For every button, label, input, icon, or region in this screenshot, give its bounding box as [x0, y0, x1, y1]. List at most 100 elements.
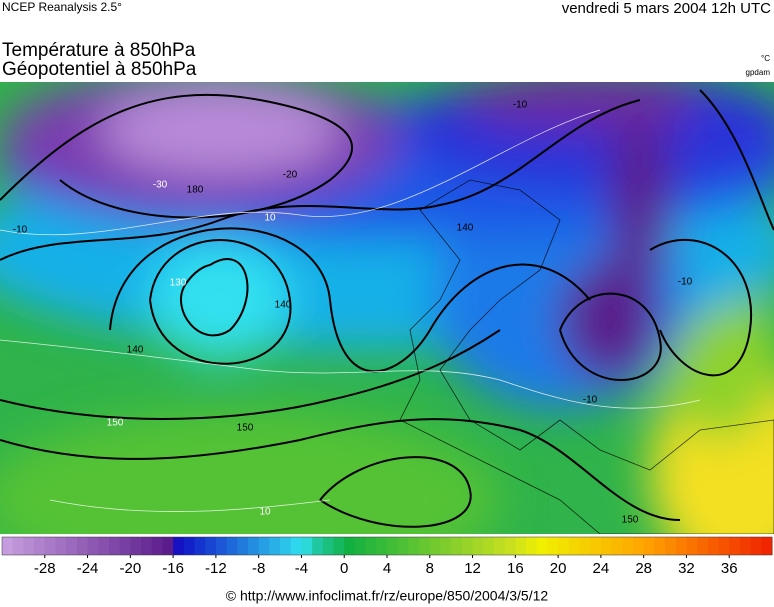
colorbar-tick-label: 20 [550, 560, 567, 577]
colorbar-swatch [312, 537, 324, 555]
colorbar-tick-label: -12 [205, 560, 227, 577]
colorbar-swatch [472, 537, 484, 555]
colorbar-swatch [66, 537, 78, 555]
colorbar-swatch [611, 537, 623, 555]
colorbar-tick-label: 4 [383, 560, 391, 577]
colorbar-swatch [558, 537, 570, 555]
contour-label: 130 [170, 278, 187, 289]
colorbar-swatch [729, 537, 741, 555]
colorbar-swatch [76, 537, 89, 555]
colorbar-swatch [205, 537, 217, 555]
colorbar-swatch [151, 537, 163, 555]
colorbar-swatch [269, 537, 281, 555]
colorbar-swatch [130, 537, 142, 555]
colorbar-swatch [2, 537, 14, 555]
colorbar-swatch [376, 537, 388, 555]
source: NCEP Reanalysis 2.5° [2, 0, 122, 14]
colorbar-swatch [183, 537, 195, 555]
colorbar-swatch [493, 537, 506, 555]
colorbar-swatch [451, 537, 463, 555]
colorbar-swatch [226, 537, 238, 555]
colorbar-swatch [515, 537, 527, 555]
colorbar-swatch [301, 537, 313, 555]
colorbar-swatch [429, 537, 441, 555]
colorbar-swatch [397, 537, 409, 555]
colorbar-swatch [162, 537, 174, 555]
colorbar-swatch [237, 537, 249, 555]
colorbar-tick-label: -4 [295, 560, 308, 577]
colorbar-swatch [665, 537, 677, 555]
colorbar-tick-label: -20 [119, 560, 141, 577]
contour-label: -10 [13, 225, 28, 236]
colorbar-swatch [590, 537, 602, 555]
colorbar-swatch [141, 537, 153, 555]
date: vendredi 5 mars 2004 12h UTC [562, 0, 771, 17]
colorbar-swatch [579, 537, 591, 555]
colorbar-tick-label: -28 [34, 560, 56, 577]
colorbar-tick-label: -24 [77, 560, 99, 577]
colorbar-swatch [108, 537, 121, 555]
colorbar-swatch [632, 537, 645, 555]
colorbar-swatch [322, 537, 335, 555]
colorbar-swatch [600, 537, 613, 555]
colorbar-swatch [247, 537, 260, 555]
contour-label: -20 [283, 170, 298, 181]
colorbar: -28 -24 -20 -16 -12 -8 -4 0 4 8 12 16 20 24 28 32 36 [1, 536, 773, 577]
colorbar-tick-label: 28 [635, 560, 652, 577]
colorbar-swatch [504, 537, 516, 555]
colorbar-tick-label: 24 [593, 560, 610, 577]
colorbar-swatch [87, 537, 99, 555]
colorbar-swatch [98, 537, 110, 555]
colorbar-swatch [258, 537, 270, 555]
colorbar-swatch [526, 537, 538, 555]
contour-label: 10 [264, 213, 276, 224]
colorbar-swatch [419, 537, 431, 555]
colorbar-swatch [365, 537, 377, 555]
colorbar-swatch [119, 537, 131, 555]
colorbar-tick-label: -8 [252, 560, 265, 577]
contour-label: 140 [457, 223, 474, 234]
colorbar-swatch [761, 537, 773, 555]
title-geopotential: Géopotentiel à 850hPa [2, 59, 197, 80]
contour-label: -30 [153, 180, 168, 191]
colorbar-swatch [34, 537, 46, 555]
footer-credit: © http://www.infoclimat.fr/rz/europe/850… [226, 588, 549, 604]
colorbar-swatch [44, 537, 56, 555]
colorbar-swatch [622, 537, 634, 555]
colorbar-swatch [387, 537, 399, 555]
colorbar-swatch [12, 537, 24, 555]
colorbar-swatch [536, 537, 548, 555]
unit-temperature: °C [761, 54, 770, 63]
colorbar-tick-label: -16 [162, 560, 184, 577]
colorbar-swatch [568, 537, 580, 555]
colorbar-swatch [697, 537, 709, 555]
colorbar-tick-label: 36 [721, 560, 738, 577]
title-temperature: Température à 850hPa [2, 40, 196, 61]
contour-label: 140 [127, 345, 144, 356]
colorbar-swatch [280, 537, 292, 555]
colorbar-swatch [739, 537, 752, 555]
contour-label: 150 [107, 418, 124, 429]
contour-label: -10 [678, 277, 693, 288]
contour-label: 180 [187, 185, 204, 196]
contour-label: -10 [583, 395, 598, 406]
map [0, 82, 774, 534]
colorbar-tick-label: 8 [426, 560, 434, 577]
colorbar-swatch [344, 537, 356, 555]
contour-label: 140 [275, 300, 292, 311]
colorbar-swatch [483, 537, 495, 555]
contour-labels: 180 -30 -20 -10 10 140 140 130 -10 -10 150 150 150 10… [13, 100, 693, 526]
colorbar-swatch [440, 537, 452, 555]
colorbar-swatch [333, 537, 345, 555]
contour-label: 150 [237, 423, 254, 434]
colorbar-tick-label: 32 [678, 560, 695, 577]
colorbar-tick-label: 12 [464, 560, 481, 577]
unit-geopotential: gpdam [746, 68, 771, 77]
colorbar-swatch [194, 537, 206, 555]
contour-label: 10 [259, 507, 271, 518]
colorbar-tick-label: 0 [340, 560, 348, 577]
colorbar-swatch [215, 537, 228, 555]
colorbar-swatch [23, 537, 35, 555]
colorbar-swatch [686, 537, 698, 555]
